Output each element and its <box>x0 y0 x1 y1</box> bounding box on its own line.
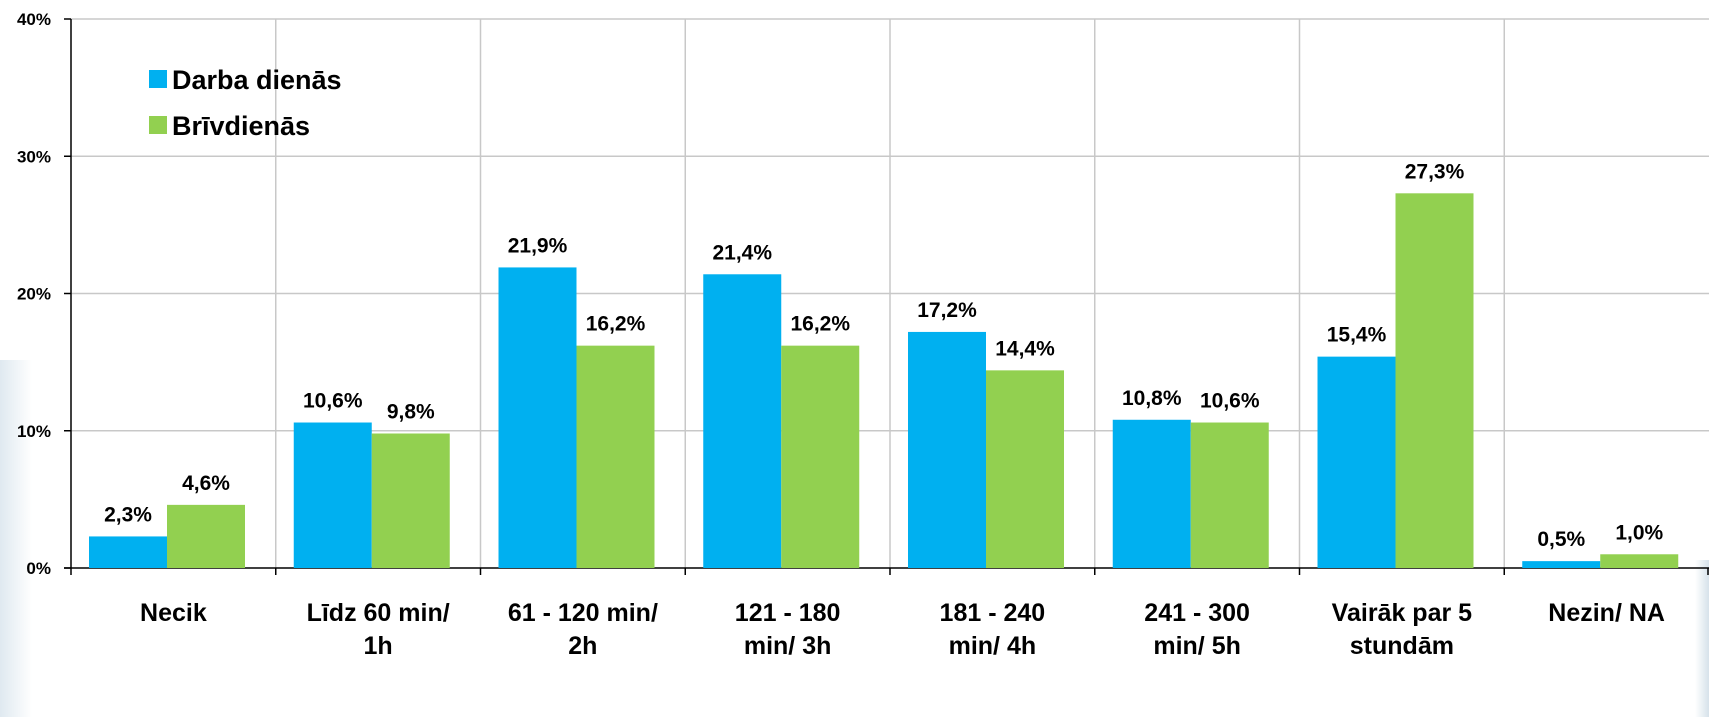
bar-darba-dienas <box>89 536 167 568</box>
bar-darba-dienas <box>498 267 577 568</box>
legend-swatch <box>149 116 167 134</box>
x-tick-label: 181 - 240 <box>940 599 1046 627</box>
x-tick-label: min/ 5h <box>1153 632 1241 660</box>
bar-brivdienas <box>1600 554 1679 568</box>
legend-swatch <box>149 70 167 88</box>
data-label: 1,0% <box>1615 521 1663 544</box>
legend: Darba dienās Brīvdienās <box>149 65 342 141</box>
x-tick-label: 241 - 300 <box>1144 599 1250 627</box>
data-label: 9,8% <box>387 400 435 423</box>
bar-brivdienas <box>576 345 655 568</box>
x-tick-label: Necik <box>140 599 207 627</box>
x-tick-label: Nezin/ NA <box>1548 599 1665 627</box>
bar-brivdienas <box>781 345 860 568</box>
data-label: 10,6% <box>303 390 363 413</box>
bar-brivdienas <box>986 370 1064 568</box>
y-tick-label: 10% <box>17 422 51 441</box>
x-tick-label: 2h <box>568 632 597 660</box>
bar-darba-dienas <box>1112 419 1191 568</box>
x-tick-label: 1h <box>364 632 393 660</box>
data-label: 0,5% <box>1537 528 1585 551</box>
bar-darba-dienas <box>1522 561 1601 568</box>
data-label: 10,6% <box>1200 390 1260 413</box>
bar-darba-dienas <box>703 274 782 568</box>
y-tick-label: 20% <box>17 285 51 304</box>
data-label: 16,2% <box>586 313 646 336</box>
legend-label: Darba dienās <box>172 65 342 95</box>
bar-brivdienas <box>1395 193 1474 568</box>
bar-brivdienas <box>167 504 245 568</box>
bar-darba-dienas <box>293 422 372 568</box>
background-gradient-right <box>1695 560 1709 717</box>
y-tick-label: 0% <box>26 559 51 578</box>
x-tick-label: min/ 4h <box>949 632 1037 660</box>
data-label: 10,8% <box>1122 387 1182 410</box>
y-tick-label: 40% <box>17 10 51 29</box>
bar-brivdienas <box>371 433 450 568</box>
data-label: 2,3% <box>104 503 152 526</box>
data-label: 16,2% <box>790 313 850 336</box>
data-label: 14,4% <box>995 337 1055 360</box>
x-tick-label: Līdz 60 min/ <box>307 599 450 627</box>
background-gradient-left <box>0 360 32 717</box>
bar-darba-dienas <box>1317 356 1396 568</box>
bar-brivdienas <box>1190 422 1269 568</box>
data-label: 17,2% <box>917 299 977 322</box>
data-label: 4,6% <box>182 472 230 495</box>
data-label: 27,3% <box>1405 160 1465 183</box>
y-tick-label: 30% <box>17 147 51 166</box>
bars <box>89 193 1679 568</box>
x-tick-label: Vairāk par 5 <box>1332 599 1472 627</box>
data-label: 15,4% <box>1327 324 1387 347</box>
data-label: 21,4% <box>712 241 772 264</box>
x-tick-label: 61 - 120 min/ <box>508 599 658 627</box>
data-label: 21,9% <box>508 234 568 257</box>
x-tick-label: 121 - 180 <box>735 599 841 627</box>
x-tick-label: stundām <box>1350 632 1454 660</box>
x-tick-label: min/ 3h <box>744 632 832 660</box>
bar-darba-dienas <box>908 331 986 568</box>
data-labels: 2,3% 10,6% 21,9% 21,4% 17,2% 10,8% 15,4% 0,5% 4,… <box>104 160 1663 551</box>
legend-label: Brīvdienās <box>172 111 310 141</box>
